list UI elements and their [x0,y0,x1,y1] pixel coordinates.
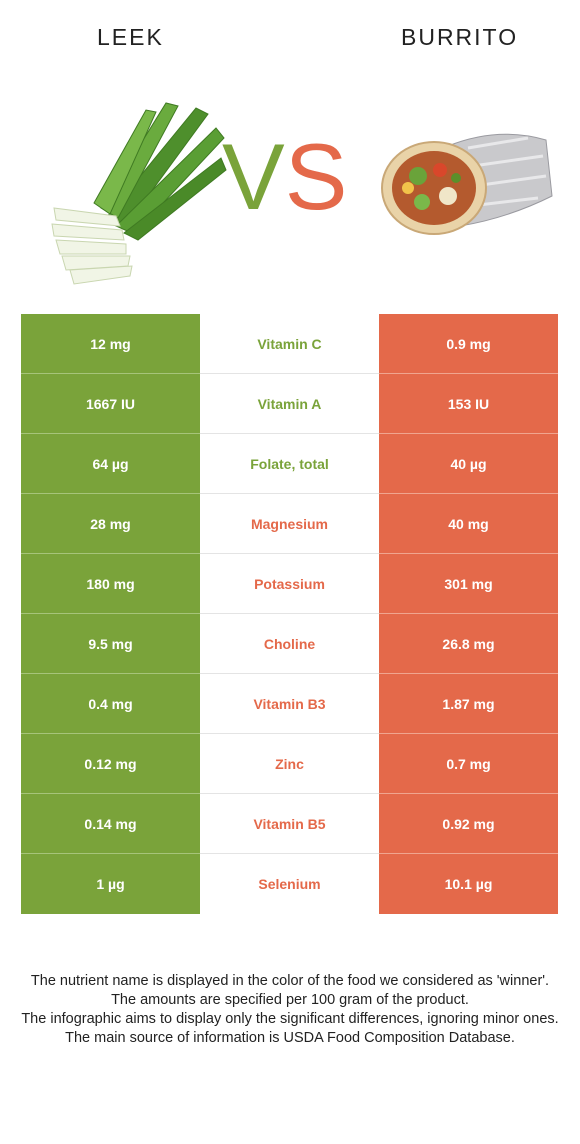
burrito-value: 153 IU [379,374,558,434]
footer-line: The main source of information is USDA F… [65,1030,515,1046]
burrito-value: 301 mg [379,554,558,614]
leek-value: 1 µg [21,854,200,914]
leek-image [51,102,227,285]
burrito-value: 26.8 mg [379,614,558,674]
nutrient-name: Vitamin A [200,374,379,434]
footer-notes: The nutrient name is displayed in the co… [20,972,560,1048]
nutrient-name: Zinc [200,734,379,794]
table-row: 28 mg Magnesium 40 mg [21,494,558,554]
leek-value: 12 mg [21,314,200,374]
table-row: 1 µg Selenium 10.1 µg [21,854,558,914]
nutrient-name: Selenium [200,854,379,914]
footer-line: The nutrient name is displayed in the co… [30,973,550,989]
table-row: 64 µg Folate, total 40 µg [21,434,558,494]
nutrient-name: Vitamin B3 [200,674,379,734]
footer-line: The amounts are specified per 100 gram o… [111,992,469,1008]
right-food-title: BURRITO [401,24,519,50]
leek-value: 9.5 mg [21,614,200,674]
nutrient-name: Vitamin B5 [200,794,379,854]
nutrient-name: Choline [200,614,379,674]
nutrient-name: Folate, total [200,434,379,494]
burrito-value: 40 µg [379,434,558,494]
leek-value: 180 mg [21,554,200,614]
leek-value: 0.12 mg [21,734,200,794]
leek-value: 0.4 mg [21,674,200,734]
comparison-table: 12 mg Vitamin C 0.9 mg 1667 IU Vitamin A 153 … [21,314,558,914]
nutrient-name: Vitamin C [200,314,379,374]
table-row: 0.4 mg Vitamin B3 1.87 mg [21,674,558,734]
vs-label: VS [222,130,347,224]
burrito-image [381,133,553,235]
header: LEEK BURRITO VS [0,0,580,300]
leek-value: 64 µg [21,434,200,494]
table-row: 12 mg Vitamin C 0.9 mg [21,314,558,374]
table-row: 180 mg Potassium 301 mg [21,554,558,614]
vs-v: V [222,124,285,229]
burrito-value: 1.87 mg [379,674,558,734]
table-row: 1667 IU Vitamin A 153 IU [21,374,558,434]
table-row: 9.5 mg Choline 26.8 mg [21,614,558,674]
vs-s: S [284,124,348,229]
burrito-value: 10.1 µg [379,854,558,914]
leek-value: 28 mg [21,494,200,554]
footer-line: The infographic aims to display only the… [21,1011,559,1027]
nutrient-name: Magnesium [200,494,379,554]
burrito-value: 0.9 mg [379,314,558,374]
nutrient-name: Potassium [200,554,379,614]
table-row: 0.14 mg Vitamin B5 0.92 mg [21,794,558,854]
leek-value: 0.14 mg [21,794,200,854]
burrito-value: 0.92 mg [379,794,558,854]
table-row: 0.12 mg Zinc 0.7 mg [21,734,558,794]
burrito-value: 0.7 mg [379,734,558,794]
left-food-title: LEEK [97,24,164,50]
leek-value: 1667 IU [21,374,200,434]
burrito-value: 40 mg [379,494,558,554]
